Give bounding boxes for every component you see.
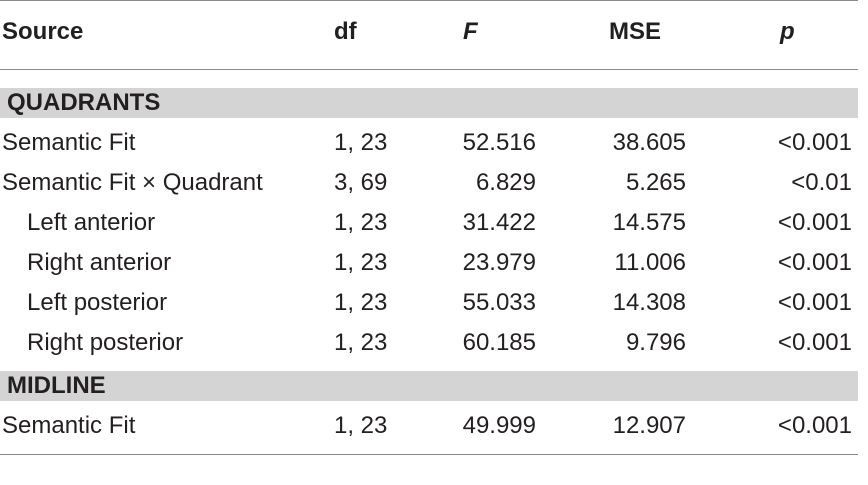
header-mse: MSE (609, 18, 662, 45)
table-row: Left anterior 1, 23 31.422 14.575 <0.001 (0, 203, 858, 243)
df-cell: 1, 23 (334, 209, 388, 236)
f-cell: 23.979 (462, 249, 536, 276)
top-rule (0, 0, 858, 1)
df-cell: 1, 23 (334, 129, 388, 156)
section-title: QUADRANTS (7, 89, 161, 116)
f-cell: 31.422 (462, 209, 536, 236)
f-cell: 55.033 (462, 289, 536, 316)
table-row: Left posterior 1, 23 55.033 14.308 <0.00… (0, 283, 858, 323)
header-f: F (463, 18, 478, 45)
mse-cell: 9.796 (625, 329, 686, 356)
section-title: MIDLINE (7, 372, 106, 399)
mse-cell: 14.308 (612, 289, 686, 316)
p-cell: <0.001 (777, 249, 852, 276)
df-cell: 1, 23 (334, 329, 388, 356)
section-quadrants: QUADRANTS (0, 88, 858, 118)
p-cell: <0.001 (777, 412, 852, 439)
f-cell: 60.185 (462, 329, 536, 356)
mse-cell: 38.605 (612, 129, 686, 156)
bottom-rule (0, 454, 858, 455)
df-cell: 3, 69 (334, 169, 388, 196)
source-cell: Semantic Fit × Quadrant (2, 169, 263, 196)
f-cell: 49.999 (462, 412, 536, 439)
df-cell: 1, 23 (334, 412, 388, 439)
mse-cell: 5.265 (625, 169, 686, 196)
source-cell: Right posterior (27, 329, 184, 356)
f-cell: 6.829 (475, 169, 536, 196)
header-source: Source (2, 18, 84, 45)
table-row: Right posterior 1, 23 60.185 9.796 <0.00… (0, 323, 858, 363)
mse-cell: 11.006 (614, 249, 686, 276)
p-cell: <0.001 (777, 289, 852, 316)
source-cell: Right anterior (27, 249, 172, 276)
df-cell: 1, 23 (334, 289, 388, 316)
source-cell: Semantic Fit (2, 129, 136, 156)
table-row: Semantic Fit 1, 23 49.999 12.907 <0.001 (0, 406, 858, 446)
mse-cell: 14.575 (612, 209, 686, 236)
header-df: df (334, 18, 357, 45)
f-cell: 52.516 (462, 129, 536, 156)
source-cell: Left anterior (27, 209, 156, 236)
header-p: p (780, 18, 795, 45)
table-row: Right anterior 1, 23 23.979 11.006 <0.00… (0, 243, 858, 283)
table-row: Semantic Fit × Quadrant 3, 69 6.829 5.26… (0, 163, 858, 203)
source-cell: Semantic Fit (2, 412, 136, 439)
p-cell: <0.001 (777, 329, 852, 356)
df-cell: 1, 23 (334, 249, 388, 276)
p-cell: <0.01 (791, 169, 852, 196)
mse-cell: 12.907 (612, 412, 686, 439)
header-rule (0, 69, 858, 70)
header-row: Source df F MSE p (0, 12, 858, 52)
p-cell: <0.001 (777, 129, 852, 156)
source-cell: Left posterior (27, 289, 168, 316)
p-cell: <0.001 (777, 209, 852, 236)
table-row: Semantic Fit 1, 23 52.516 38.605 <0.001 (0, 123, 858, 163)
section-midline: MIDLINE (0, 371, 858, 401)
